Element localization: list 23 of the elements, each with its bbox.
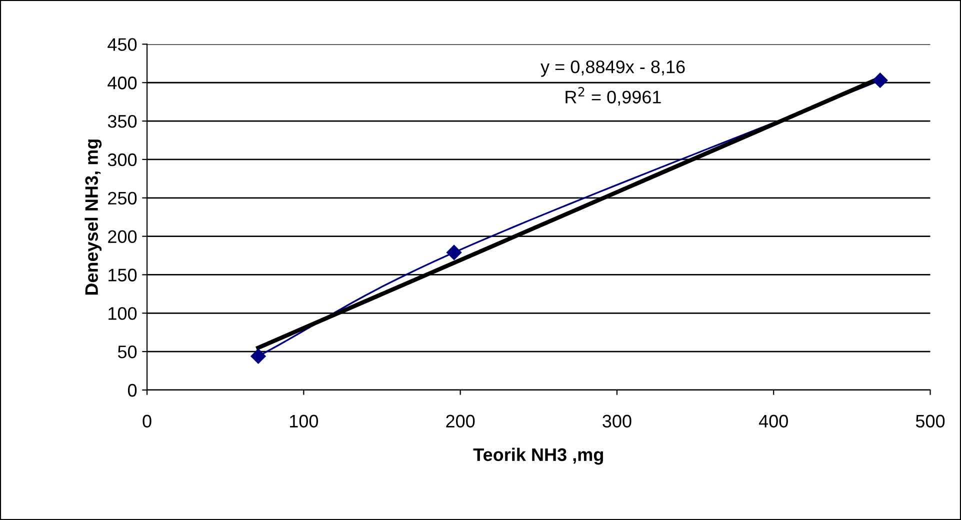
y-tick-label: 100: [108, 307, 137, 320]
annotation: y = 0,8849x - 8,16: [540, 60, 685, 77]
x-tick-label: 500: [916, 414, 945, 428]
y-tick-label: 300: [108, 153, 137, 166]
y-tick-label: 150: [108, 268, 137, 282]
point: [872, 72, 888, 88]
y-tick-label: 50: [118, 346, 137, 358]
y-tick-label: 350: [108, 114, 137, 128]
annotation: R$^{2}$ = 0,9961: [566, 87, 661, 106]
y-tick-label: 250: [108, 192, 137, 205]
x-tick-label: 300: [602, 414, 632, 428]
y-tick-label: 0: [128, 384, 137, 397]
y-tick-label: 200: [108, 230, 137, 244]
y-tick-label: 400: [108, 76, 137, 90]
point: [250, 348, 266, 364]
x-tick-label: 0: [142, 414, 152, 428]
x-axis-title: Teorik NH3 ,mg: [473, 448, 603, 465]
x-tick-label: 200: [446, 414, 475, 428]
x-tick-label: 400: [758, 414, 788, 428]
point: [446, 244, 462, 260]
y-tick-label: 450: [108, 38, 137, 51]
x-tick-label: 100: [290, 414, 318, 428]
y-axis-title: Deneysel NH3, mg: [84, 140, 102, 295]
